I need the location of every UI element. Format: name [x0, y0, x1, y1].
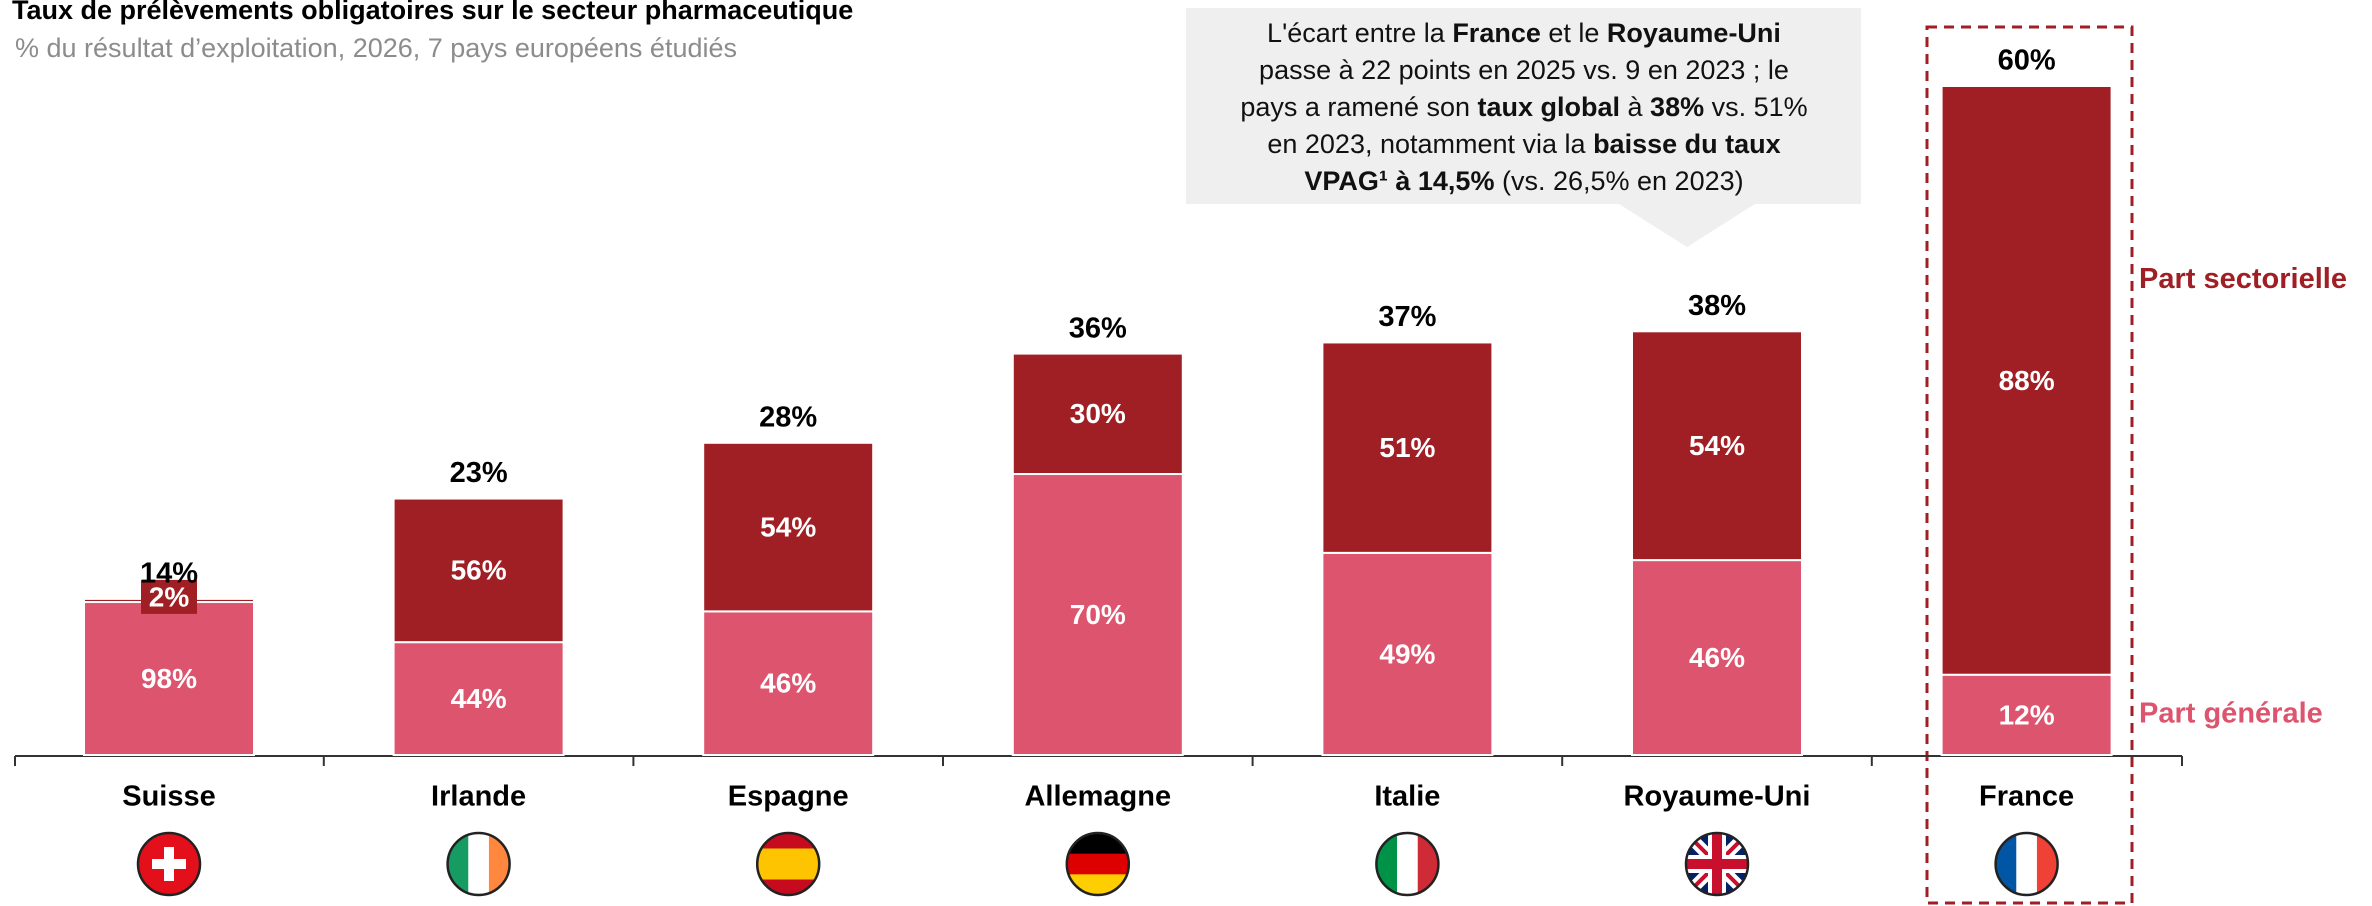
flag-border — [755, 831, 821, 897]
flag-part — [1995, 833, 2018, 895]
x-tick-label: France — [1979, 781, 2074, 813]
flag-border — [1994, 831, 2059, 897]
bar-segment — [1940, 673, 2113, 756]
flag-border — [446, 831, 511, 897]
bar-segment — [1940, 85, 2113, 676]
x-tick-label: Royaume-Uni — [1624, 781, 1811, 813]
flag-icon — [755, 831, 821, 897]
annotation-line: VPAG¹ à 14,5% (vs. 26,5% en 2023) — [1304, 166, 1743, 196]
value-label: 51% — [1379, 432, 1435, 463]
value-label: 44% — [451, 683, 507, 714]
annotation-run: à — [1620, 92, 1650, 122]
total-label: 37% — [1378, 301, 1436, 333]
bar-segment — [1321, 551, 1494, 757]
flag-part — [2016, 833, 2038, 895]
annotation-line: pays a ramené son taux global à 38% vs. … — [1240, 92, 1807, 122]
value-label: 2% — [149, 581, 190, 612]
x-tick-label: Suisse — [122, 781, 216, 813]
value-label: 12% — [1999, 699, 2055, 730]
value-label-bg — [141, 579, 197, 614]
total-label: 14% — [140, 558, 198, 590]
flag-part — [468, 833, 490, 895]
x-tick-label: Irlande — [431, 781, 526, 813]
bar-segment — [83, 601, 255, 756]
value-label: 70% — [1070, 599, 1126, 630]
annotation-run: Royaume-Uni — [1607, 18, 1781, 48]
bar-segment — [392, 497, 565, 644]
flag-icon — [1994, 831, 2059, 897]
x-tick-label: Italie — [1374, 781, 1440, 813]
chart-title: Taux de prélèvements obligatoires sur le… — [12, 0, 853, 25]
x-tick-label: Espagne — [728, 781, 849, 813]
annotation-run: baisse du taux — [1593, 129, 1781, 159]
bar-segment — [702, 441, 875, 613]
total-label: 38% — [1688, 290, 1746, 322]
flag-part — [1376, 833, 1399, 895]
annotation-line: passe à 22 points en 2025 vs. 9 en 2023 … — [1259, 55, 1789, 85]
annotation-run: en 2023, notamment via la — [1267, 129, 1593, 159]
flag-body — [138, 833, 200, 895]
flag-part — [152, 859, 186, 869]
annotation-run: France — [1452, 18, 1541, 48]
total-label: 60% — [1998, 45, 2056, 77]
total-label: 36% — [1069, 312, 1127, 344]
annotation-run: (vs. 26,5% en 2023) — [1494, 166, 1743, 196]
flag-icon — [1684, 831, 1750, 897]
bar-segment — [1631, 559, 1803, 757]
annotation-box — [1186, 8, 1861, 247]
flag-icon — [136, 831, 202, 897]
bar-segment — [702, 610, 875, 756]
annotation-run: et le — [1541, 18, 1607, 48]
bar-segment — [1011, 473, 1184, 756]
flag-body — [1686, 833, 1748, 895]
total-label: 23% — [450, 457, 508, 489]
flag-border — [1684, 831, 1750, 897]
value-label: 46% — [760, 668, 816, 699]
flag-part — [1066, 853, 1129, 876]
value-label: 46% — [1689, 642, 1745, 673]
value-label: 30% — [1070, 398, 1126, 429]
flag-part — [1397, 833, 1419, 895]
bar-segment — [1631, 330, 1803, 562]
flag-part — [757, 848, 820, 881]
annotation-run: taux global — [1478, 92, 1621, 122]
annotation-line: en 2023, notamment via la baisse du taux — [1267, 129, 1780, 159]
flag-border — [136, 831, 202, 897]
annotation-run: 38% — [1650, 92, 1704, 122]
annotation-run: vs. 51% — [1704, 92, 1808, 122]
annotation-run: pays a ramené son — [1240, 92, 1477, 122]
flag-border — [1375, 831, 1440, 897]
bar-segment — [1321, 341, 1494, 554]
bar-segment — [392, 641, 565, 756]
annotation-line: L'écart entre la France et le Royaume-Un… — [1267, 18, 1781, 48]
annotation-run: L'écart entre la — [1267, 18, 1452, 48]
flag-part — [1066, 833, 1129, 855]
value-label: 56% — [451, 555, 507, 586]
annotation-run: passe à 22 points en 2025 vs. 9 en 2023 … — [1259, 55, 1789, 85]
flag-icon — [1375, 831, 1440, 897]
value-label: 49% — [1379, 638, 1435, 669]
x-tick-label: Allemagne — [1024, 781, 1171, 813]
highlight-box — [1925, 25, 2134, 905]
flag-part — [447, 833, 470, 895]
bar-segment — [1011, 352, 1184, 476]
value-label: 54% — [1689, 430, 1745, 461]
chart-subtitle: % du résultat d’exploitation, 2026, 7 pa… — [15, 33, 737, 63]
legend-label: Part générale — [2139, 698, 2323, 730]
legend-label: Part sectorielle — [2139, 263, 2347, 295]
value-label: 88% — [1999, 365, 2055, 396]
flag-part — [1686, 859, 1748, 869]
flag-border — [1065, 831, 1131, 897]
annotation-run: VPAG¹ à 14,5% — [1304, 166, 1494, 196]
value-label: 98% — [141, 663, 197, 694]
flag-icon — [1065, 831, 1131, 897]
total-label: 28% — [759, 401, 817, 433]
flag-icon — [446, 831, 511, 897]
value-label: 54% — [760, 511, 816, 542]
